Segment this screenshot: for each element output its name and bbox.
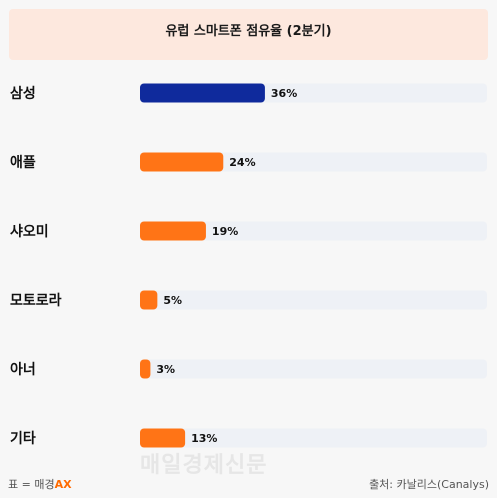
bar-track-1 bbox=[140, 152, 487, 172]
footer-credit-brand: AX bbox=[54, 478, 72, 491]
bar-3 bbox=[140, 290, 158, 310]
bar-4 bbox=[140, 359, 151, 379]
bar-track-5 bbox=[140, 428, 487, 448]
category-label-5: 기타 bbox=[10, 431, 36, 447]
category-label-0: 삼성 bbox=[10, 86, 36, 102]
value-label-1: 24% bbox=[229, 156, 255, 169]
value-label-4: 3% bbox=[156, 363, 175, 376]
chart-title-box: 유럽 스마트폰 점유율 (2분기) bbox=[9, 9, 488, 60]
watermark-text: 매일경제신문 bbox=[140, 453, 268, 478]
bar-5 bbox=[140, 428, 186, 448]
value-label-5: 13% bbox=[191, 432, 217, 445]
footer-credit-prefix: 표 = 매경 bbox=[8, 478, 55, 491]
bar-track-4 bbox=[140, 359, 487, 379]
category-label-1: 애플 bbox=[10, 155, 36, 171]
bar-2 bbox=[140, 221, 206, 241]
category-label-4: 아너 bbox=[10, 361, 36, 378]
value-label-3: 5% bbox=[163, 294, 182, 307]
category-label-2: 샤오미 bbox=[10, 224, 49, 240]
bar-1 bbox=[140, 152, 224, 172]
bar-track-3 bbox=[140, 290, 487, 310]
footer-source: 출처: 카날리스(Canalys) bbox=[369, 478, 489, 491]
value-label-0: 36% bbox=[271, 87, 297, 100]
bar-track-2 bbox=[140, 221, 487, 241]
bar-0 bbox=[140, 83, 265, 103]
footer-credit: 표 = 매경AX bbox=[8, 476, 72, 492]
category-label-3: 모토로라 bbox=[10, 293, 62, 309]
chart-title: 유럽 스마트폰 점유율 (2분기) bbox=[165, 24, 332, 39]
value-label-2: 19% bbox=[212, 225, 238, 238]
